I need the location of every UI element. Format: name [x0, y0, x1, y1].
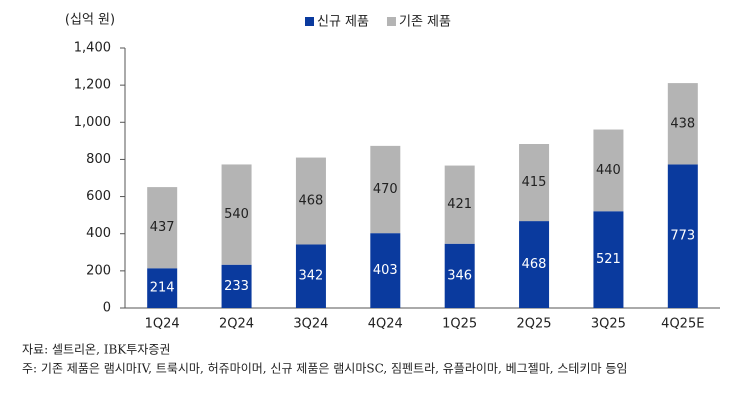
- data-label: 438: [670, 116, 695, 131]
- x-tick-label: 3Q25: [591, 317, 626, 332]
- y-tick-label: 1,400: [74, 41, 111, 56]
- data-label: 773: [670, 229, 695, 244]
- data-label: 415: [522, 175, 547, 190]
- y-tick-label: 800: [86, 152, 111, 167]
- bar-segment: [295, 244, 326, 308]
- bar-segment: [593, 129, 624, 212]
- legend-swatch: [386, 17, 396, 26]
- x-tick-label: 2Q25: [517, 317, 552, 332]
- data-label: 346: [447, 268, 472, 283]
- y-tick-label: 1,000: [74, 115, 111, 130]
- data-label: 214: [150, 281, 175, 296]
- bar-segment: [667, 83, 698, 165]
- y-tick-label: 400: [86, 226, 111, 241]
- data-label: 342: [299, 269, 324, 284]
- x-tick-label: 1Q24: [145, 317, 180, 332]
- bar-segment: [221, 264, 252, 308]
- footnote: 주: 기존 제품은 램시마IV, 트룩시마, 허쥬마이머, 신규 제품은 램시마…: [22, 362, 627, 376]
- data-label: 437: [150, 220, 175, 235]
- x-tick-label: 1Q25: [442, 317, 477, 332]
- y-tick-label: 0: [103, 301, 111, 316]
- y-axis-label: (십억 원): [65, 13, 115, 28]
- bar-segment: [519, 221, 550, 308]
- bar-segment: [667, 164, 698, 308]
- bar-segment: [370, 233, 401, 308]
- bar-segment: [444, 165, 475, 244]
- data-label: 468: [522, 257, 547, 272]
- y-tick-label: 600: [86, 189, 111, 204]
- source-note: 자료: 셀트리온, IBK투자증권: [22, 343, 170, 357]
- bar-segment: [370, 145, 401, 234]
- data-label: 470: [373, 182, 398, 197]
- bar-segment: [221, 164, 252, 265]
- y-tick-label: 200: [86, 263, 111, 278]
- bar-segment: [593, 211, 624, 308]
- legend-label: 신규 제품: [317, 15, 369, 30]
- x-tick-label: 2Q24: [219, 317, 254, 332]
- data-label: 233: [224, 279, 249, 294]
- bar-segment: [147, 268, 178, 308]
- data-label: 421: [447, 197, 472, 212]
- bar-segment: [147, 187, 178, 269]
- bar-segment: [295, 157, 326, 245]
- bar-segment: [444, 243, 475, 308]
- x-tick-label: 3Q24: [293, 317, 328, 332]
- x-tick-label: 4Q25E: [661, 317, 704, 332]
- data-label: 540: [224, 207, 249, 222]
- y-tick-label: 1,200: [74, 78, 111, 93]
- data-label: 468: [299, 194, 324, 209]
- data-label: 440: [596, 163, 621, 178]
- data-label: 403: [373, 263, 398, 278]
- bar-segment: [519, 144, 550, 222]
- data-label: 521: [596, 252, 621, 267]
- legend-swatch: [305, 17, 314, 26]
- legend-label: 기존 제품: [399, 15, 451, 30]
- x-tick-label: 4Q24: [368, 317, 403, 332]
